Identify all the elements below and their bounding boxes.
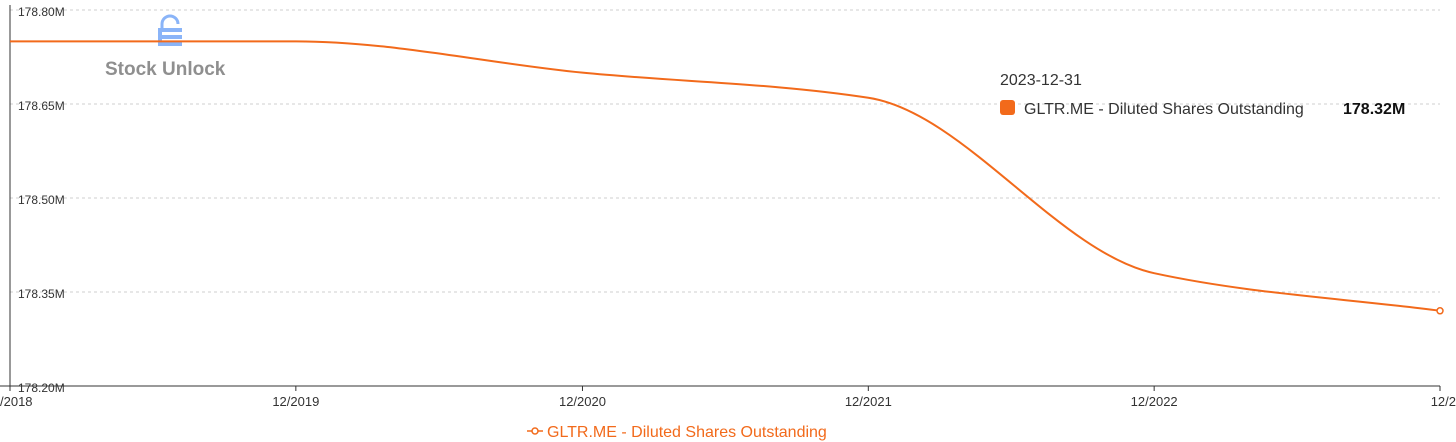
watermark: Stock Unlock bbox=[105, 14, 226, 80]
tooltip-series-name: GLTR.ME - Diluted Shares Outstanding bbox=[1024, 101, 1304, 118]
x-tick-label: 12/2022 bbox=[1131, 394, 1178, 409]
y-tick-labels: 178.20M 178.35M 178.50M 178.65M 178.80M bbox=[18, 5, 65, 395]
legend-point-marker bbox=[531, 427, 539, 435]
lock-icon bbox=[158, 14, 182, 46]
y-tick-label: 178.80M bbox=[18, 5, 65, 19]
series-layer bbox=[9, 40, 1444, 315]
series-line bbox=[9, 40, 1441, 312]
legend-item-label[interactable]: GLTR.ME - Diluted Shares Outstanding bbox=[547, 424, 827, 441]
y-tick-label: 178.65M bbox=[18, 99, 65, 113]
axis-layer bbox=[0, 5, 1441, 391]
tooltip-value: 178.32M bbox=[1343, 101, 1405, 118]
y-tick-label: 178.50M bbox=[18, 193, 65, 207]
tooltip-swatch bbox=[1000, 100, 1015, 115]
x-tick-label: 12/2 bbox=[1431, 394, 1456, 409]
grid-layer bbox=[10, 9, 1440, 293]
tooltip: 2023-12-31 GLTR.ME - Diluted Shares Outs… bbox=[1000, 72, 1405, 118]
tooltip-date: 2023-12-31 bbox=[1000, 72, 1082, 89]
legend[interactable]: GLTR.ME - Diluted Shares Outstanding bbox=[527, 424, 827, 441]
x-tick-label: 12/2021 bbox=[845, 394, 892, 409]
x-tick-labels: /2018 12/2019 12/2020 12/2021 12/2022 12/2 bbox=[0, 394, 1456, 409]
x-tick-label: 12/2020 bbox=[559, 394, 606, 409]
y-tick-label: 178.20M bbox=[18, 381, 65, 395]
x-tick-label: 12/2019 bbox=[272, 394, 319, 409]
watermark-text: Stock Unlock bbox=[105, 59, 226, 80]
y-tick-label: 178.35M bbox=[18, 287, 65, 301]
x-tick-label: /2018 bbox=[0, 394, 33, 409]
series-point bbox=[1436, 307, 1444, 315]
